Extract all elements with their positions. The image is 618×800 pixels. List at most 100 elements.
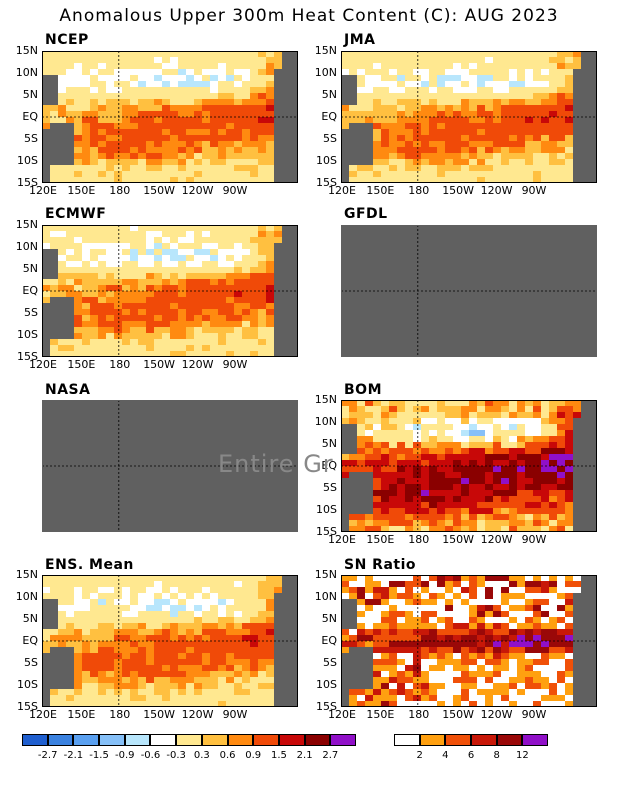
- heatmap-cell: [517, 159, 526, 166]
- heatmap-cell: [234, 123, 243, 130]
- heatmap-cell: [493, 701, 502, 707]
- heatmap-cell: [413, 141, 422, 148]
- heatmap-cell: [501, 502, 510, 509]
- heatmap-cell: [178, 51, 187, 58]
- heatmap-cell: [437, 93, 446, 100]
- heatmap-cell: [178, 351, 187, 357]
- heatmap-cell: [226, 321, 235, 328]
- heatmap-cell: [373, 171, 382, 178]
- heatmap-cell: [469, 129, 478, 136]
- heatmap-cell: [242, 345, 251, 352]
- heatmap-cell: [178, 677, 187, 684]
- heatmap-cell: [405, 117, 414, 124]
- heatmap-cell: [42, 159, 51, 166]
- heatmap-cell: [357, 57, 366, 64]
- heatmap-cell: [138, 129, 147, 136]
- heatmap-cell: [290, 141, 298, 148]
- heatmap-cell: [138, 683, 147, 690]
- heatmap-cell: [501, 605, 510, 612]
- heatmap-cell: [130, 635, 139, 642]
- heatmap-cell: [210, 69, 219, 76]
- heatmap-cell: [533, 51, 542, 58]
- heatmap-cell: [485, 490, 494, 497]
- heatmap-cell: [525, 623, 534, 630]
- heatmap-cell: [469, 508, 478, 515]
- heatmap-cell: [50, 641, 59, 648]
- heatmap-cell: [154, 647, 163, 654]
- heatmap-cell: [138, 617, 147, 624]
- heatmap-cell: [565, 123, 574, 130]
- heatmap-cell: [493, 683, 502, 690]
- heatmap-cell: [469, 153, 478, 160]
- heatmap-cell: [146, 701, 155, 707]
- heatmap-cell: [258, 677, 267, 684]
- heatmap-cell: [341, 514, 350, 521]
- heatmap-cell: [549, 93, 558, 100]
- heatmap-cell: [162, 623, 171, 630]
- heatmap-cell: [533, 629, 542, 636]
- heatmap-cell: [357, 629, 366, 636]
- heatmap-cell: [349, 484, 358, 491]
- heatmap-cell: [533, 436, 542, 443]
- heatmap-cell: [397, 659, 406, 666]
- heatmap-cell: [114, 653, 123, 660]
- heatmap-cell: [178, 315, 187, 322]
- heatmap-cell: [138, 75, 147, 82]
- heatmap-cell: [130, 327, 139, 334]
- heatmap-cell: [186, 629, 195, 636]
- heatmap-cell: [461, 472, 470, 479]
- heatmap-cell: [589, 147, 597, 154]
- heatmap-cell: [509, 496, 518, 503]
- heatmap-cell: [42, 677, 51, 684]
- heatmap-cell: [581, 418, 590, 425]
- colorbar-swatch: [176, 734, 202, 746]
- heatmap-cell: [218, 605, 227, 612]
- heatmap-cell: [469, 677, 478, 684]
- colorbar-label: 2.1: [296, 750, 313, 761]
- heatmap-cell: [365, 526, 374, 532]
- heatmap-cell: [469, 177, 478, 183]
- heatmap-cell: [194, 599, 203, 606]
- heatmap-cell: [437, 683, 446, 690]
- heatmap-cell: [517, 514, 526, 521]
- heatmap-cell: [146, 623, 155, 630]
- heatmap-cell: [413, 159, 422, 166]
- heatmap-cell: [437, 653, 446, 660]
- heatmap-cell: [557, 484, 566, 491]
- heatmap-cell: [525, 526, 534, 532]
- heatmap-cell: [170, 701, 179, 707]
- heatmap-cell: [258, 653, 267, 660]
- lat-tick-label: 15S: [17, 350, 38, 363]
- heatmap-cell: [453, 159, 462, 166]
- heatmap-cell: [90, 147, 99, 154]
- heatmap-cell: [573, 635, 582, 642]
- heatmap-cell: [122, 593, 131, 600]
- heatmap-cell: [525, 177, 534, 183]
- heatmap-cell: [397, 623, 406, 630]
- heatmap-cell: [138, 243, 147, 250]
- heatmap-cell: [106, 647, 115, 654]
- heatmap-cell: [250, 327, 259, 334]
- heatmap-cell: [477, 659, 486, 666]
- heatmap-cell: [162, 695, 171, 702]
- heatmap-cell: [146, 129, 155, 136]
- heatmap-cell: [122, 177, 131, 183]
- heatmap-cell: [573, 599, 582, 606]
- heatmap-cell: [162, 267, 171, 274]
- heatmap-cell: [146, 297, 155, 304]
- heatmap-cell: [114, 701, 123, 707]
- heatmap-cell: [114, 677, 123, 684]
- heatmap-cell: [573, 460, 582, 467]
- heatmap-cell: [533, 599, 542, 606]
- heatmap-cell: [421, 105, 430, 112]
- heatmap-cell: [170, 303, 179, 310]
- heatmap-cell: [186, 243, 195, 250]
- lat-tick-label: 10N: [314, 66, 337, 79]
- heatmap-cell: [250, 87, 259, 94]
- heatmap-cell: [573, 412, 582, 419]
- heatmap-cell: [282, 273, 291, 280]
- heatmap-cell: [266, 237, 275, 244]
- heatmap-cell: [122, 605, 131, 612]
- heatmap-cell: [389, 617, 398, 624]
- heatmap-cell: [517, 472, 526, 479]
